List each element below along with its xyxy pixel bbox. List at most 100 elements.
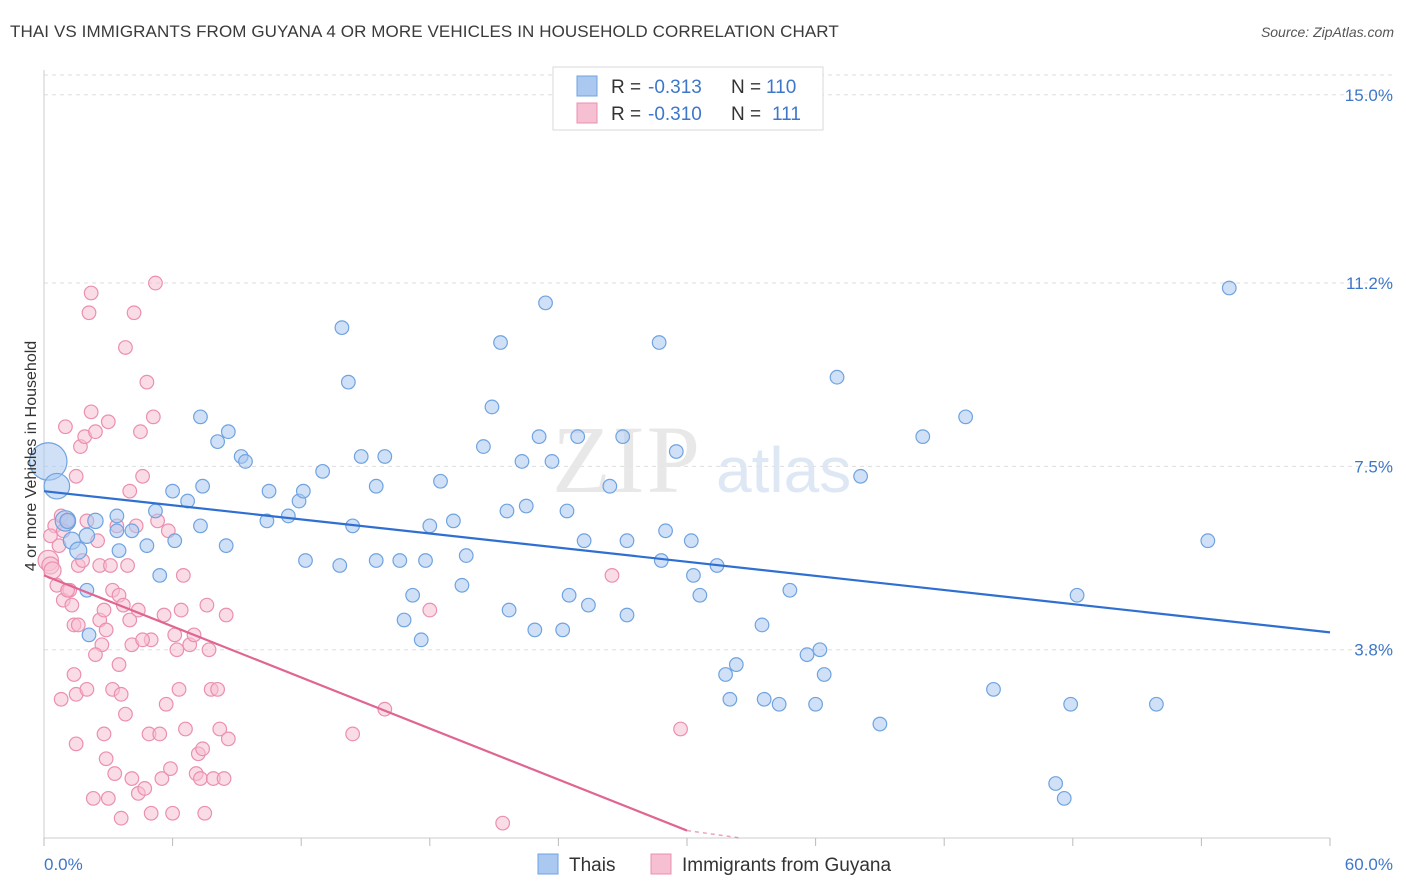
source-label: Source: ZipAtlas.com [1260,24,1394,40]
thais-point [238,454,253,469]
legend-n-label-1: N = [731,77,761,98]
thais-point [1063,696,1079,712]
guyana-point [64,597,80,613]
thais-point [368,553,384,568]
thais-point [1221,280,1237,296]
x-tick-label-min: 0.0% [44,855,83,874]
guyana-point [100,790,116,806]
guyana-point [122,483,138,499]
guyana-point [113,686,129,702]
thais-point [433,473,448,489]
guyana-point [495,815,511,831]
thais-point [298,553,313,568]
x-tick-label-max: 60.0% [1345,855,1393,874]
chart-title: THAI VS IMMIGRANTS FROM GUYANA 4 OR MORE… [10,22,839,41]
guyana-point [113,810,129,826]
guyana-point [96,726,112,742]
y-tick-labels: 3.8% 7.5% 11.2% 15.0% [1345,86,1393,660]
guyana-point [79,681,95,697]
guyana-point [195,741,211,757]
thais-point [570,429,586,445]
thais-point [683,533,699,549]
pink-series-points [37,275,688,831]
thais-point [458,548,474,563]
guyana-point [83,285,99,301]
legend-r-label-2: R = [611,104,641,125]
thais-point [986,681,1001,697]
thais-point [315,463,331,479]
thais-point [527,622,543,638]
guyana-point [175,567,191,583]
thais-point [193,409,208,425]
guyana-point [43,528,58,544]
thais-point [139,538,155,554]
guyana-point [68,468,84,484]
guyana-point [178,721,193,737]
guyana-point [98,751,114,767]
guyana-point [152,726,168,742]
thais-point [518,498,534,514]
thais-point [686,567,701,583]
thais-point [353,449,369,464]
y-axis-title: 4 or more Vehicles in Household [23,341,40,571]
thais-point [377,449,393,464]
legend-n-label-2: N = [731,104,761,125]
guyana-point [220,731,236,747]
guyana-point [210,681,226,697]
thais-point [501,602,517,618]
guyana-point [103,558,118,573]
thais-point [396,612,412,628]
thais-point [615,429,631,445]
thais-point [514,454,530,469]
thais-point [109,508,125,524]
thais-point [799,647,815,663]
thais-point [59,512,76,530]
guyana-point [199,597,215,613]
legend-n-value-2: 111 [772,104,801,125]
legend-swatch-pink [576,102,598,124]
thais-point [109,523,125,539]
thais-point [559,503,575,519]
guyana-point [156,607,172,623]
thais-point [872,716,888,732]
thais-point [87,512,104,530]
guyana-point [85,790,101,806]
guyana-point [171,681,187,697]
guyana-point [100,414,116,430]
thais-point [78,527,96,545]
thais-point [148,503,163,519]
guyana-point [135,632,150,648]
guyana-point [165,805,181,821]
guyana-point [169,642,185,658]
thais-point [81,627,97,643]
thais-point [165,483,181,499]
legend-box: R = -0.313 N = 110 R = -0.310 N = 111 [552,66,824,131]
guyana-point [216,771,232,786]
y-tick-label: 15.0% [1345,86,1393,105]
thais-point [756,691,772,707]
thais-point [602,478,618,494]
guyana-point [218,607,234,623]
thais-point [1056,790,1072,806]
guyana-point [197,805,213,821]
thais-point [332,558,348,573]
thais-point [561,587,577,603]
thais-point [576,533,592,549]
guyana-point [154,771,170,786]
thais-point [280,508,296,524]
thais-point [392,553,408,568]
thais-point [167,533,183,549]
thais-point [445,513,461,529]
thais-point [418,553,433,568]
thais-point [544,454,560,469]
thais-point [340,374,356,390]
guyana-point [53,691,69,707]
guyana-point [137,781,153,796]
guyana-point [133,424,148,440]
thais-point [619,533,635,549]
thais-point [581,597,596,613]
thais-point [555,622,571,638]
legend-swatch-blue [576,75,598,97]
thais-point [728,657,744,672]
thais-point [718,667,733,682]
